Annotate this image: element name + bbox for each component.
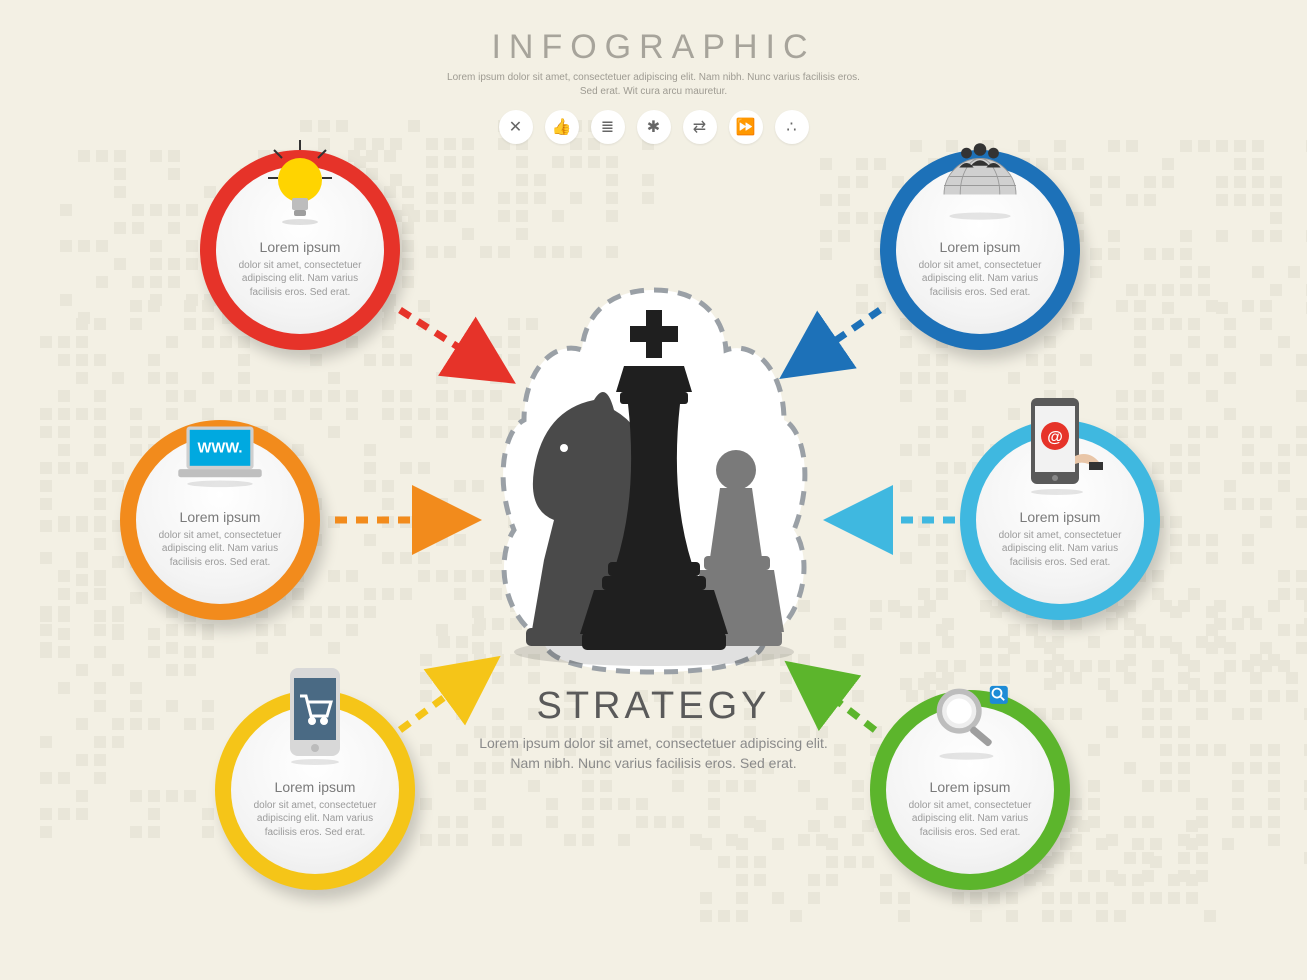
node-body: dolor sit amet, consectetuer adipiscing … [251,799,379,840]
node-body: dolor sit amet, consectetuer adipiscing … [906,799,1034,840]
node-mobile-at: @ Lorem ipsum dolor sit amet, consectetu… [960,420,1160,620]
laptop-icon: WWW. [175,406,265,496]
node-body: dolor sit amet, consectetuer adipiscing … [916,259,1044,300]
svg-text:WWW.: WWW. [198,441,243,457]
node-body: dolor sit amet, consectetuer adipiscing … [996,529,1124,570]
wrench-icon: ✕ [499,110,533,144]
node-body: dolor sit amet, consectetuer adipiscing … [236,259,364,300]
node-title: Lorem ipsum [940,239,1021,255]
globe-team-icon [935,136,1025,226]
network-icon: ✱ [637,110,671,144]
chess-strategy-illustration [474,280,834,680]
thumbs-up-icon: 👍 [545,110,579,144]
header: INFOGRAPHIC Lorem ipsum dolor sit amet, … [444,28,864,144]
node-title: Lorem ipsum [275,779,356,795]
phone-cart-icon [270,676,360,766]
center-title: STRATEGY [464,685,844,728]
header-subtitle: Lorem ipsum dolor sit amet, consectetuer… [444,71,864,98]
node-title: Lorem ipsum [1020,509,1101,525]
node-web: WWW. Lorem ipsum dolor sit amet, consect… [120,420,320,620]
center-body: Lorem ipsum dolor sit amet, consectetuer… [464,734,844,773]
forward-icon: ⏩ [729,110,763,144]
node-idea: Lorem ipsum dolor sit amet, consectetuer… [200,150,400,350]
svg-text:@: @ [1047,429,1063,446]
database-icon: ≣ [591,110,625,144]
node-team: Lorem ipsum dolor sit amet, consectetuer… [880,150,1080,350]
node-title: Lorem ipsum [930,779,1011,795]
magnifier-icon [925,676,1015,766]
page-title: INFOGRAPHIC [444,28,864,67]
node-title: Lorem ipsum [180,509,261,525]
node-body: dolor sit amet, consectetuer adipiscing … [156,529,284,570]
node-mobile-shop: Lorem ipsum dolor sit amet, consectetuer… [215,690,415,890]
node-title: Lorem ipsum [260,239,341,255]
header-icon-row: ✕ 👍 ≣ ✱ ⇄ ⏩ ∴ [444,110,864,144]
usb-icon: ⇄ [683,110,717,144]
phone-at-icon: @ [1015,406,1105,496]
lightbulb-icon [255,136,345,226]
node-search: Lorem ipsum dolor sit amet, consectetuer… [870,690,1070,890]
center-caption: STRATEGY Lorem ipsum dolor sit amet, con… [464,685,844,773]
share-icon: ∴ [775,110,809,144]
